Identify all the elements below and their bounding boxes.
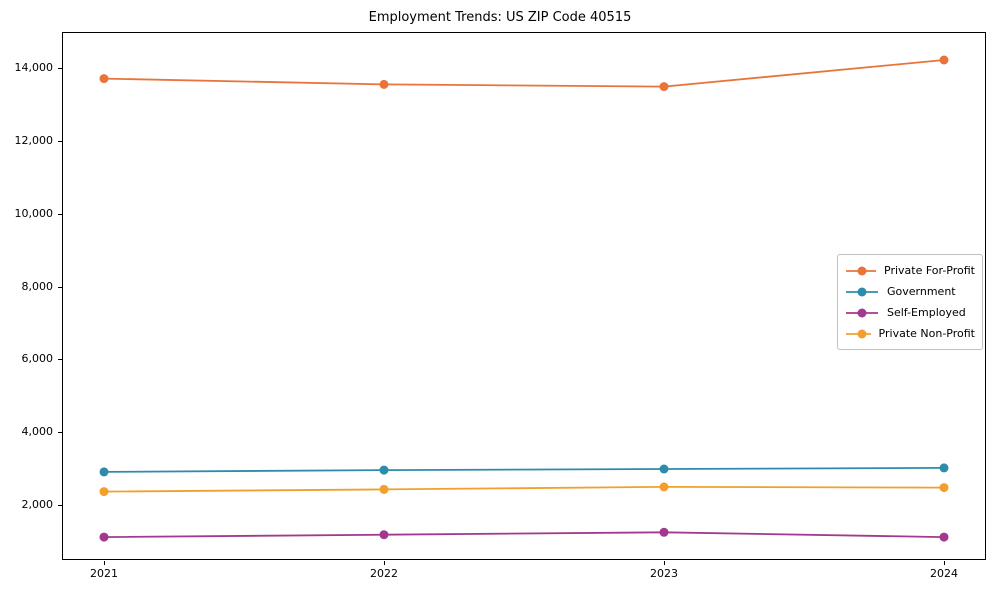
legend-item: Self-Employed: [845, 302, 975, 323]
series-point: [939, 463, 949, 473]
legend-marker-icon: [846, 329, 871, 338]
y-tick-mark: [58, 286, 62, 288]
legend-label: Private Non-Profit: [878, 327, 975, 340]
series-point: [379, 79, 389, 89]
series-point: [659, 464, 669, 474]
x-tick-mark: [664, 561, 665, 565]
legend-marker-icon: [846, 287, 878, 296]
series-point: [379, 465, 389, 475]
series-line: [103, 467, 945, 473]
series-line: [103, 531, 945, 538]
y-tick-mark: [58, 432, 62, 434]
x-tick-mark: [384, 561, 385, 565]
x-tick-label: 2021: [90, 567, 118, 580]
legend-label: Private For-Profit: [884, 264, 975, 277]
legend: Private For-Profit Government Self-Employe…: [837, 254, 983, 350]
series-point: [379, 530, 389, 540]
plot-border: [62, 32, 986, 560]
x-tick-label: 2022: [370, 567, 398, 580]
legend-item: Private For-Profit: [845, 260, 975, 281]
y-tick-mark: [58, 359, 62, 361]
y-tick-label: 6,000: [21, 352, 54, 366]
y-tick-mark: [58, 505, 62, 507]
y-tick-mark: [58, 68, 62, 70]
series-point: [659, 482, 669, 492]
series-line: [103, 485, 945, 493]
y-tick-label: 12,000: [14, 134, 54, 148]
series-point: [379, 484, 389, 494]
y-tick-mark: [58, 141, 62, 143]
x-tick-label: 2023: [650, 567, 678, 580]
series-point: [939, 483, 949, 493]
legend-label: Government: [887, 285, 956, 298]
series-line: [103, 59, 945, 88]
series-point: [99, 487, 109, 497]
y-tick-label: 2,000: [21, 498, 54, 512]
legend-item: Private Non-Profit: [845, 323, 975, 344]
chart-title: Employment Trends: US ZIP Code 40515: [368, 10, 632, 25]
y-tick-label: 8,000: [21, 279, 54, 293]
legend-marker-icon: [846, 266, 876, 275]
series-point: [939, 55, 949, 65]
series-point: [659, 82, 669, 92]
series-point: [659, 527, 669, 537]
y-tick-label: 4,000: [21, 425, 54, 439]
series-point: [99, 532, 109, 542]
plot-area: [62, 32, 986, 560]
legend-item: Government: [845, 281, 975, 302]
legend-marker-icon: [846, 308, 878, 317]
series-point: [99, 467, 109, 477]
x-tick-label: 2024: [930, 567, 958, 580]
x-tick-mark: [104, 561, 105, 565]
y-tick-label: 10,000: [14, 206, 54, 220]
series-point: [939, 532, 949, 542]
x-tick-mark: [944, 561, 945, 565]
series-point: [99, 74, 109, 84]
y-tick-label: 14,000: [14, 61, 54, 75]
y-tick-mark: [58, 213, 62, 215]
legend-label: Self-Employed: [887, 306, 966, 319]
